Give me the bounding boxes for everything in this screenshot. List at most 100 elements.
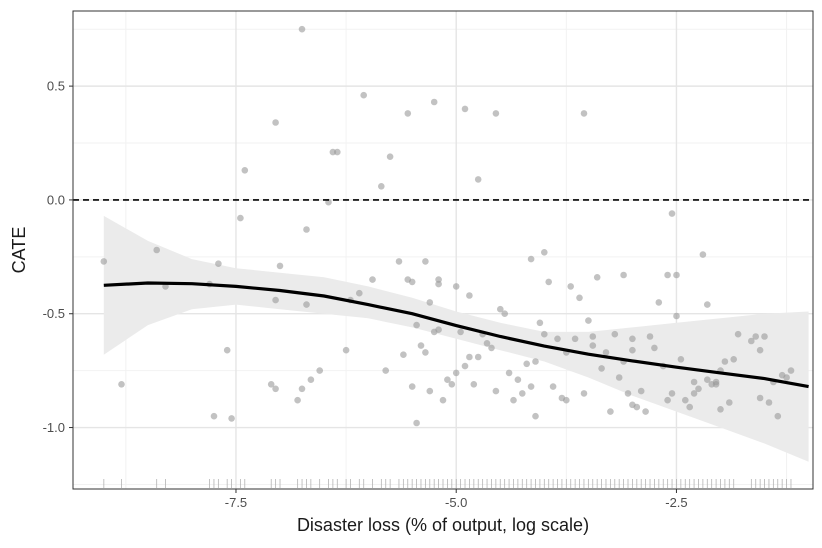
data-point (223, 346, 231, 354)
data-point (704, 376, 711, 384)
data-point (602, 349, 610, 356)
data-point (334, 148, 341, 156)
data-point (492, 387, 500, 395)
data-point (787, 367, 795, 374)
data-point (430, 98, 438, 106)
data-point (118, 381, 125, 388)
data-point (717, 406, 724, 413)
data-point (241, 167, 249, 174)
data-point (307, 376, 315, 384)
data-point (664, 271, 671, 279)
data-point (704, 301, 711, 308)
minor-gridlines (73, 11, 813, 489)
data-point (466, 353, 473, 361)
data-point (589, 342, 597, 349)
data-point (549, 383, 557, 390)
data-point (633, 403, 641, 411)
data-point (276, 262, 284, 270)
data-point (470, 381, 478, 388)
data-point (417, 342, 425, 349)
data-point (690, 378, 698, 386)
data-point (765, 399, 773, 406)
data-point (615, 374, 623, 381)
data-point (545, 278, 552, 286)
data-point (527, 255, 535, 263)
data-point (607, 408, 614, 415)
data-point (646, 333, 654, 340)
data-point (580, 110, 588, 117)
data-point (576, 294, 583, 302)
data-point (294, 396, 301, 404)
data-point (624, 390, 632, 397)
data-point (298, 385, 306, 393)
data-point (422, 258, 429, 265)
data-point (452, 283, 460, 290)
data-point (413, 321, 420, 329)
data-point (554, 335, 561, 343)
data-point (303, 226, 310, 233)
data-point (413, 419, 420, 427)
data-point (563, 396, 570, 404)
data-point (505, 369, 513, 377)
data-point (541, 330, 548, 338)
data-point (342, 346, 350, 354)
data-point (298, 25, 306, 33)
data-point (452, 369, 460, 377)
data-point (598, 365, 605, 372)
data-point (712, 381, 720, 388)
data-point (673, 271, 680, 279)
data-point (655, 299, 663, 306)
data-point (752, 333, 759, 340)
data-point (629, 346, 636, 354)
data-point (668, 390, 676, 397)
data-point (316, 367, 324, 374)
data-point (510, 396, 517, 404)
data-point (272, 296, 279, 304)
data-point (690, 390, 698, 397)
data-point (699, 251, 707, 258)
data-point (492, 110, 500, 117)
data-point (726, 399, 733, 406)
x-tick-label: -7.5 (225, 495, 247, 510)
x-axis-ticks: -7.5 -5.0 -2.5 (225, 489, 688, 510)
x-tick-label: -2.5 (665, 495, 687, 510)
data-point (629, 335, 636, 343)
data-point (215, 260, 222, 268)
data-point (686, 403, 693, 411)
x-axis-title: Disaster loss (% of output, log scale) (297, 515, 589, 535)
data-point (677, 356, 685, 363)
data-point (210, 412, 218, 420)
data-point (272, 385, 279, 393)
data-point (426, 387, 434, 395)
data-point (444, 376, 451, 384)
data-point (395, 258, 403, 265)
data-point (637, 387, 645, 395)
data-point (474, 353, 482, 361)
data-point (228, 415, 235, 422)
data-point (435, 276, 442, 283)
data-points (100, 25, 795, 427)
data-point (386, 153, 394, 160)
data-point (589, 333, 597, 340)
confidence-ribbon (103, 215, 809, 462)
data-point (466, 292, 473, 299)
data-point (382, 367, 390, 374)
data-point (519, 390, 526, 397)
data-point (730, 356, 737, 363)
data-point (457, 328, 464, 336)
y-tick-label: -1.0 (43, 420, 65, 435)
data-point (448, 381, 456, 388)
y-tick-label: 0.0 (47, 192, 65, 207)
data-point (774, 412, 782, 420)
data-point (580, 390, 588, 397)
data-point (404, 110, 412, 117)
data-point (642, 408, 649, 415)
data-point (721, 358, 729, 365)
data-point (783, 374, 790, 381)
data-point (461, 105, 469, 113)
data-point (593, 274, 601, 281)
smooth-fit-line (103, 281, 809, 389)
data-point (748, 337, 755, 345)
data-point (567, 283, 574, 290)
data-point (272, 119, 279, 126)
